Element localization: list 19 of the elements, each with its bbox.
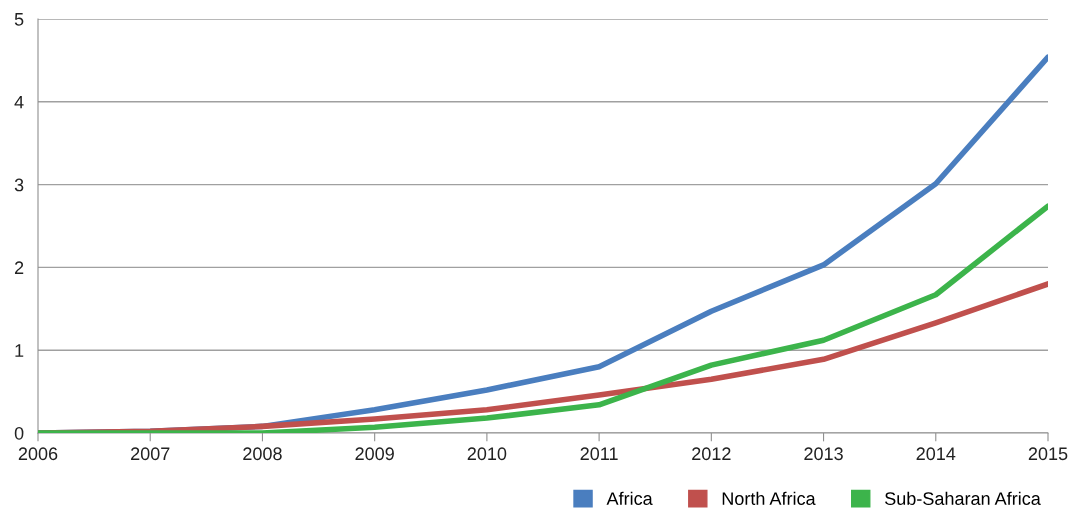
x-tick-label: 2006 bbox=[18, 447, 58, 461]
x-tick-label: 2009 bbox=[355, 447, 394, 461]
legend-label: Sub-Saharan Africa bbox=[885, 491, 1041, 506]
y-tick-label: 3 bbox=[14, 178, 24, 192]
x-tick-label: 2011 bbox=[580, 447, 618, 461]
y-tick-label: 0 bbox=[14, 426, 24, 440]
legend-label: North Africa bbox=[722, 491, 816, 506]
y-tick-label: 1 bbox=[15, 344, 24, 357]
legend-label: Africa bbox=[606, 491, 653, 506]
x-tick-label: 2010 bbox=[467, 447, 507, 461]
x-tick-label: 2012 bbox=[692, 447, 731, 461]
y-tick-label: 4 bbox=[14, 95, 24, 109]
x-tick-label: 2014 bbox=[916, 447, 956, 461]
y-tick-label: 5 bbox=[14, 13, 24, 26]
y-tick-label: 2 bbox=[14, 261, 24, 274]
x-tick-label: 2008 bbox=[243, 447, 282, 461]
x-tick-label: 2007 bbox=[131, 447, 170, 461]
x-tick-label: 2013 bbox=[804, 447, 843, 461]
x-tick-label: 2015 bbox=[1028, 447, 1068, 461]
